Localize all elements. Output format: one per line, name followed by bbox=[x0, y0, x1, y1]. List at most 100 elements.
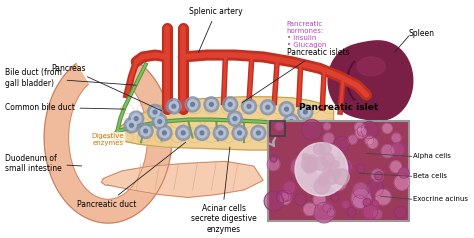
Circle shape bbox=[200, 131, 204, 135]
Circle shape bbox=[319, 174, 328, 183]
Circle shape bbox=[130, 123, 133, 127]
Circle shape bbox=[283, 181, 296, 194]
Circle shape bbox=[334, 136, 349, 152]
Circle shape bbox=[303, 162, 314, 173]
Circle shape bbox=[163, 131, 166, 135]
Circle shape bbox=[356, 127, 366, 138]
Circle shape bbox=[182, 131, 185, 135]
Circle shape bbox=[160, 128, 169, 138]
Circle shape bbox=[172, 104, 176, 108]
Circle shape bbox=[232, 125, 247, 140]
Circle shape bbox=[194, 125, 210, 140]
Circle shape bbox=[324, 123, 330, 130]
Circle shape bbox=[188, 100, 197, 109]
Circle shape bbox=[237, 131, 241, 135]
Circle shape bbox=[235, 128, 244, 138]
Circle shape bbox=[373, 209, 382, 219]
Circle shape bbox=[294, 131, 298, 135]
Circle shape bbox=[312, 150, 323, 161]
Circle shape bbox=[313, 144, 324, 155]
Circle shape bbox=[263, 103, 273, 112]
Circle shape bbox=[281, 190, 292, 201]
Text: Digestive
enzymes: Digestive enzymes bbox=[92, 133, 124, 146]
Bar bbox=[270, 121, 285, 136]
Circle shape bbox=[289, 125, 303, 140]
Circle shape bbox=[381, 145, 394, 158]
Circle shape bbox=[323, 204, 331, 212]
Circle shape bbox=[394, 206, 407, 218]
Circle shape bbox=[226, 100, 235, 109]
Circle shape bbox=[301, 119, 322, 140]
Circle shape bbox=[207, 100, 216, 109]
Circle shape bbox=[367, 179, 383, 196]
Circle shape bbox=[316, 179, 332, 195]
Circle shape bbox=[155, 117, 164, 126]
Circle shape bbox=[302, 154, 309, 160]
Circle shape bbox=[166, 99, 182, 114]
Circle shape bbox=[348, 135, 357, 144]
Circle shape bbox=[361, 121, 378, 139]
Circle shape bbox=[306, 155, 317, 166]
Circle shape bbox=[323, 133, 334, 144]
Circle shape bbox=[233, 117, 237, 121]
Circle shape bbox=[363, 198, 371, 207]
Circle shape bbox=[241, 99, 256, 114]
Circle shape bbox=[310, 126, 319, 136]
Circle shape bbox=[204, 97, 219, 112]
Circle shape bbox=[353, 195, 366, 209]
Circle shape bbox=[337, 159, 352, 175]
Circle shape bbox=[363, 204, 378, 219]
Circle shape bbox=[244, 102, 254, 111]
Circle shape bbox=[301, 156, 318, 173]
Text: Common bile duct: Common bile duct bbox=[5, 103, 124, 112]
Circle shape bbox=[347, 207, 356, 217]
Circle shape bbox=[304, 160, 315, 171]
Circle shape bbox=[331, 175, 346, 190]
Circle shape bbox=[247, 104, 251, 108]
Circle shape bbox=[334, 169, 349, 185]
Circle shape bbox=[124, 118, 139, 133]
Text: Alpha cells: Alpha cells bbox=[413, 153, 451, 159]
Bar bbox=[268, 121, 409, 221]
Circle shape bbox=[138, 123, 153, 139]
Circle shape bbox=[332, 169, 341, 178]
Text: Bile duct (from
gall bladder): Bile duct (from gall bladder) bbox=[5, 68, 137, 88]
Circle shape bbox=[216, 128, 226, 138]
Circle shape bbox=[185, 97, 200, 112]
Circle shape bbox=[144, 129, 147, 133]
Circle shape bbox=[213, 125, 228, 140]
Circle shape bbox=[228, 103, 232, 106]
Text: Pancreatic islets: Pancreatic islets bbox=[242, 48, 349, 103]
Circle shape bbox=[300, 163, 316, 179]
Circle shape bbox=[314, 178, 329, 194]
Circle shape bbox=[295, 194, 306, 205]
Text: Splenic artery: Splenic artery bbox=[189, 7, 243, 53]
Circle shape bbox=[153, 110, 157, 114]
Circle shape bbox=[282, 104, 291, 114]
Circle shape bbox=[303, 110, 307, 114]
Circle shape bbox=[275, 122, 283, 131]
Circle shape bbox=[152, 114, 167, 129]
Circle shape bbox=[169, 102, 179, 111]
Text: Pancreatic islet: Pancreatic islet bbox=[299, 103, 378, 112]
Text: Duodenum of
small intestine: Duodenum of small intestine bbox=[5, 154, 82, 173]
Circle shape bbox=[270, 125, 285, 140]
Polygon shape bbox=[328, 41, 413, 120]
Circle shape bbox=[357, 126, 367, 136]
Circle shape bbox=[210, 103, 213, 106]
Circle shape bbox=[351, 188, 371, 208]
Circle shape bbox=[264, 191, 283, 211]
Text: Exocrine acinus: Exocrine acinus bbox=[413, 196, 468, 202]
Circle shape bbox=[353, 183, 369, 198]
Circle shape bbox=[298, 104, 313, 120]
Polygon shape bbox=[101, 161, 263, 198]
Text: Pancreatic
hormones:
• Insulin
• Glucagon: Pancreatic hormones: • Insulin • Glucago… bbox=[287, 21, 326, 48]
Circle shape bbox=[276, 190, 289, 203]
Circle shape bbox=[375, 189, 391, 205]
Circle shape bbox=[313, 129, 317, 133]
Circle shape bbox=[355, 122, 365, 132]
Circle shape bbox=[267, 158, 280, 170]
Circle shape bbox=[367, 138, 378, 148]
Circle shape bbox=[158, 120, 162, 123]
Circle shape bbox=[392, 133, 401, 142]
